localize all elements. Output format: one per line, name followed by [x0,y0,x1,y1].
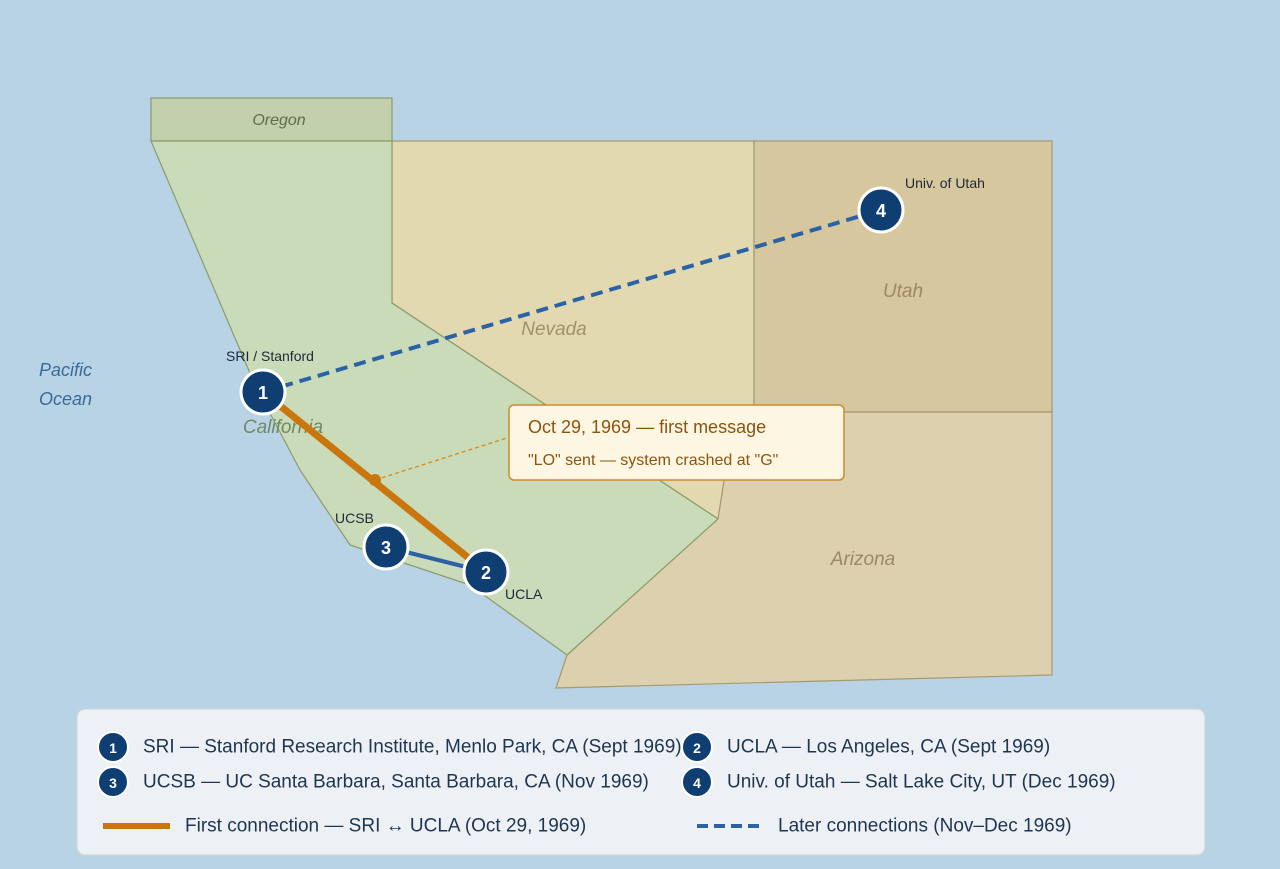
legend-number: 1 [109,740,117,756]
site-number: 3 [381,538,391,558]
legend-box [76,708,1206,856]
site-marker [239,368,287,416]
callout-dot [369,474,381,486]
site-label: UCLA [505,586,543,602]
legend-entry: Univ. of Utah — Salt Lake City, UT (Dec … [727,772,1116,793]
legend-entry: UCLA — Los Angeles, CA (Sept 1969) [727,737,1050,758]
callout-box [508,404,845,481]
ocean-label: Pacific [39,360,92,380]
region-label: Arizona [830,549,895,570]
legend-marker [681,731,713,763]
utah-shape [753,140,1053,413]
legend-entry: SRI — Stanford Research Institute, Menlo… [143,737,682,758]
callout-title: Oct 29, 1969 — first message [528,417,766,437]
site: 3 UCSB [335,510,410,571]
region-label: Oregon [252,112,305,129]
site-marker [857,186,905,234]
later-connection [262,208,882,394]
legend-marker [97,766,129,798]
site-label: UCSB [335,510,374,526]
site-number: 4 [876,201,886,221]
site-label: Univ. of Utah [905,175,985,191]
legend-entry: First connection — SRI ↔ UCLA (Oct 29, 1… [185,816,586,837]
ocean-label: Ocean [39,389,92,409]
legend-number: 2 [693,740,701,756]
site-marker [362,523,410,571]
site-label: SRI / Stanford [226,348,314,364]
oregon-shape [150,97,393,142]
legend-number: 4 [693,775,701,791]
site: 1 SRI / Stanford [226,348,314,416]
legend-number: 3 [109,775,117,791]
region-label: Nevada [521,319,587,340]
region-label: Utah [883,281,923,302]
legend-marker [681,766,713,798]
site: 2 UCLA [462,548,543,602]
legend-entry: UCSB — UC Santa Barbara, Santa Barbara, … [143,772,649,793]
site-number: 2 [481,563,491,583]
site-number: 1 [258,383,268,403]
site-marker [462,548,510,596]
legend-marker [97,731,129,763]
legend-entry: Later connections (Nov–Dec 1969) [778,816,1072,837]
callout-leader [374,436,511,481]
site: 4 Univ. of Utah [857,175,985,234]
callout-text: "LO" sent — system crashed at "G" [528,452,778,469]
